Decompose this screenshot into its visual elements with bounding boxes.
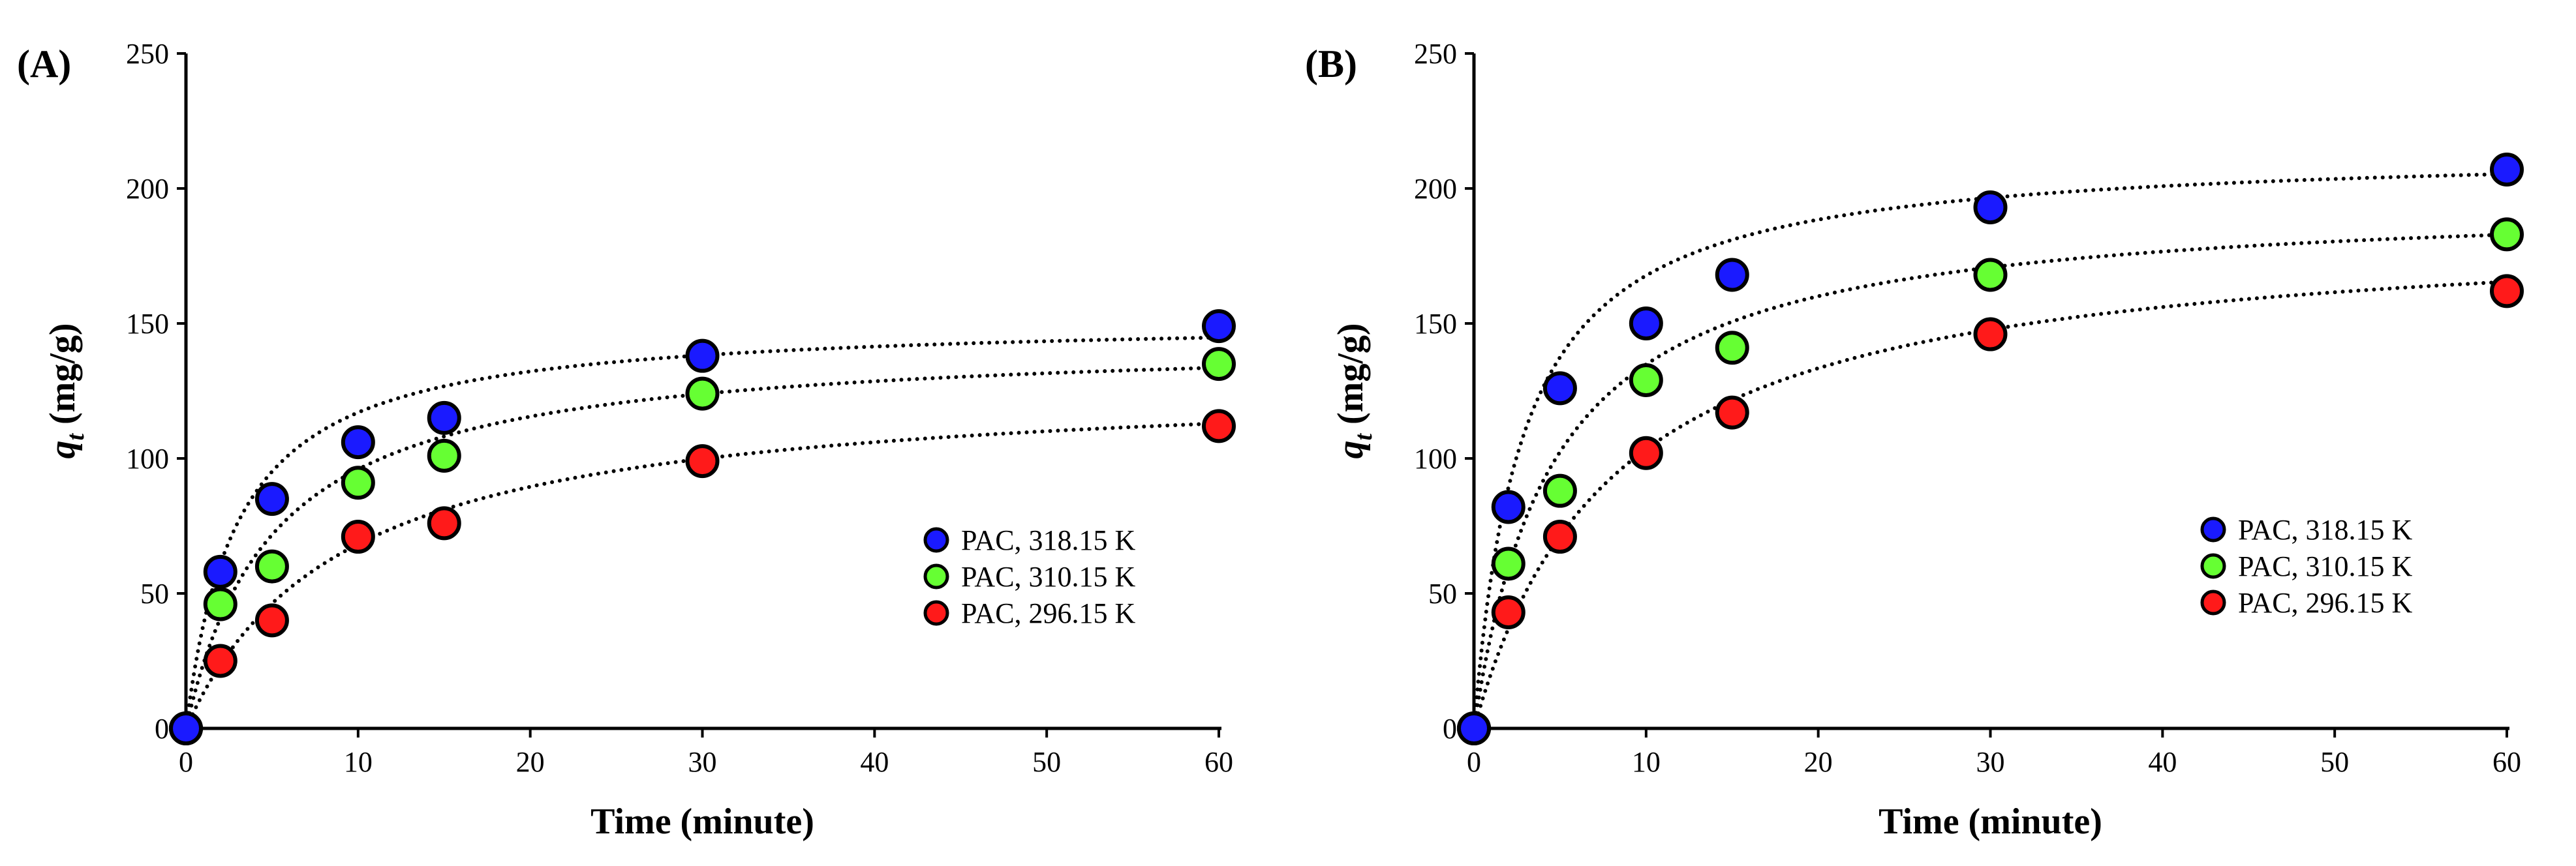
y-tick-label: 100 bbox=[1414, 443, 1457, 475]
data-point-series-3 bbox=[1542, 520, 1577, 554]
x-tick-label: 30 bbox=[1976, 746, 2005, 778]
x-tick-label: 40 bbox=[2148, 746, 2177, 778]
data-point-series-2 bbox=[341, 466, 375, 500]
data-point-series-2 bbox=[1629, 363, 1663, 397]
y-tick-label: 100 bbox=[126, 443, 169, 475]
x-tick-label: 60 bbox=[1204, 746, 1233, 778]
legend-marker bbox=[923, 563, 949, 590]
fit-curve-3 bbox=[1472, 280, 2509, 730]
data-point-series-3 bbox=[1715, 395, 1749, 430]
chart-panel-a: (A) 0 50 100 150 200 250 0 10 20 30 40 50 60 Time (min… bbox=[17, 38, 1236, 842]
x-axis-title: Time (minute) bbox=[1878, 801, 2102, 842]
legend-label: PAC, 318.15 K bbox=[2238, 514, 2413, 546]
legend-marker bbox=[923, 600, 949, 626]
y-tick-label: 0 bbox=[155, 713, 169, 745]
y-axis-title-subscript: t bbox=[62, 433, 89, 441]
y-tick-label: 200 bbox=[126, 173, 169, 205]
x-axis-title: Time (minute) bbox=[590, 801, 814, 842]
data-point-series-3 bbox=[685, 444, 720, 479]
data-point-series-2 bbox=[254, 549, 289, 584]
x-tick-label: 10 bbox=[344, 746, 373, 778]
y-tick-label: 150 bbox=[1414, 308, 1457, 340]
panel-label: (B) bbox=[1305, 42, 1357, 85]
legend-marker bbox=[923, 527, 949, 553]
y-tick-label: 200 bbox=[1414, 173, 1457, 205]
y-tick-label: 0 bbox=[1443, 713, 1457, 745]
x-tick-label: 20 bbox=[1804, 746, 1833, 778]
data-point-series-1 bbox=[254, 482, 289, 516]
data-point-series-3 bbox=[254, 603, 289, 638]
data-point-series-3 bbox=[203, 644, 238, 678]
x-tick-label: 10 bbox=[1632, 746, 1661, 778]
data-point-series-1 bbox=[203, 554, 238, 589]
data-point-series-2 bbox=[1973, 258, 2008, 292]
data-point-series-1 bbox=[427, 400, 461, 435]
data-point-series-2 bbox=[1542, 473, 1577, 508]
data-point-series-2 bbox=[427, 438, 461, 473]
y-tick-label: 250 bbox=[126, 38, 169, 70]
y-axis-title-unit: (mg/g) bbox=[1330, 323, 1371, 434]
legend-marker bbox=[2200, 553, 2226, 579]
x-tick-label: 30 bbox=[688, 746, 717, 778]
data-point-series-2 bbox=[1715, 331, 1749, 365]
y-axis-title: qt (mg/g) bbox=[1330, 323, 1377, 458]
x-tick-label: 60 bbox=[2492, 746, 2521, 778]
x-tick-label: 0 bbox=[1467, 746, 1481, 778]
y-tick-label: 50 bbox=[140, 578, 169, 610]
data-point-series-3 bbox=[1202, 409, 1236, 443]
data-point-series-1 bbox=[1542, 371, 1577, 406]
data-point-series-3 bbox=[2490, 274, 2524, 308]
data-point-series-1 bbox=[1973, 190, 2008, 224]
legend-label: PAC, 318.15 K bbox=[961, 524, 1136, 556]
legend-marker bbox=[2200, 590, 2226, 616]
y-axis-title-symbol: q bbox=[42, 441, 83, 459]
y-axis-title-symbol: q bbox=[1330, 441, 1371, 459]
data-point-series-1 bbox=[1629, 306, 1663, 340]
x-tick-label: 20 bbox=[516, 746, 545, 778]
data-point-series-1 bbox=[1457, 711, 1491, 745]
data-point-series-2 bbox=[1202, 347, 1236, 381]
legend-label: PAC, 296.15 K bbox=[961, 597, 1136, 629]
x-tick-label: 0 bbox=[179, 746, 193, 778]
data-point-series-3 bbox=[427, 506, 461, 541]
legend-label: PAC, 296.15 K bbox=[2238, 587, 2413, 619]
y-tick-label: 150 bbox=[126, 308, 169, 340]
data-point-series-3 bbox=[1973, 317, 2008, 351]
y-tick-label: 50 bbox=[1428, 578, 1457, 610]
y-axis-title-subscript: t bbox=[1350, 433, 1377, 441]
data-point-series-1 bbox=[341, 425, 375, 460]
x-tick-label: 40 bbox=[860, 746, 889, 778]
data-point-series-1 bbox=[1202, 309, 1236, 344]
data-point-series-1 bbox=[169, 711, 203, 745]
data-point-series-1 bbox=[685, 338, 720, 373]
data-point-series-1 bbox=[1491, 490, 1526, 524]
y-tick-label: 250 bbox=[1414, 38, 1457, 70]
x-tick-label: 50 bbox=[1032, 746, 1061, 778]
data-point-series-3 bbox=[1491, 595, 1526, 629]
data-point-series-3 bbox=[341, 520, 375, 554]
data-point-series-1 bbox=[2490, 153, 2524, 187]
fit-curve-2 bbox=[1472, 232, 2509, 730]
data-point-series-3 bbox=[1629, 436, 1663, 470]
data-point-series-2 bbox=[2490, 217, 2524, 252]
data-point-series-2 bbox=[685, 376, 720, 411]
data-point-series-2 bbox=[203, 587, 238, 621]
legend-marker bbox=[2200, 516, 2226, 543]
data-point-series-2 bbox=[1491, 546, 1526, 581]
y-axis-title-unit: (mg/g) bbox=[42, 323, 83, 434]
chart-panel-b: (B) 0 50 100 150 200 250 0 10 20 30 40 50 60 Time (min… bbox=[1305, 38, 2524, 842]
legend-label: PAC, 310.15 K bbox=[961, 561, 1136, 593]
legend-label: PAC, 310.15 K bbox=[2238, 550, 2413, 582]
panel-label: (A) bbox=[17, 42, 71, 85]
x-tick-label: 50 bbox=[2320, 746, 2349, 778]
data-point-series-1 bbox=[1715, 258, 1749, 292]
y-axis-title: qt (mg/g) bbox=[42, 323, 89, 458]
fit-curve-1 bbox=[1472, 172, 2509, 730]
